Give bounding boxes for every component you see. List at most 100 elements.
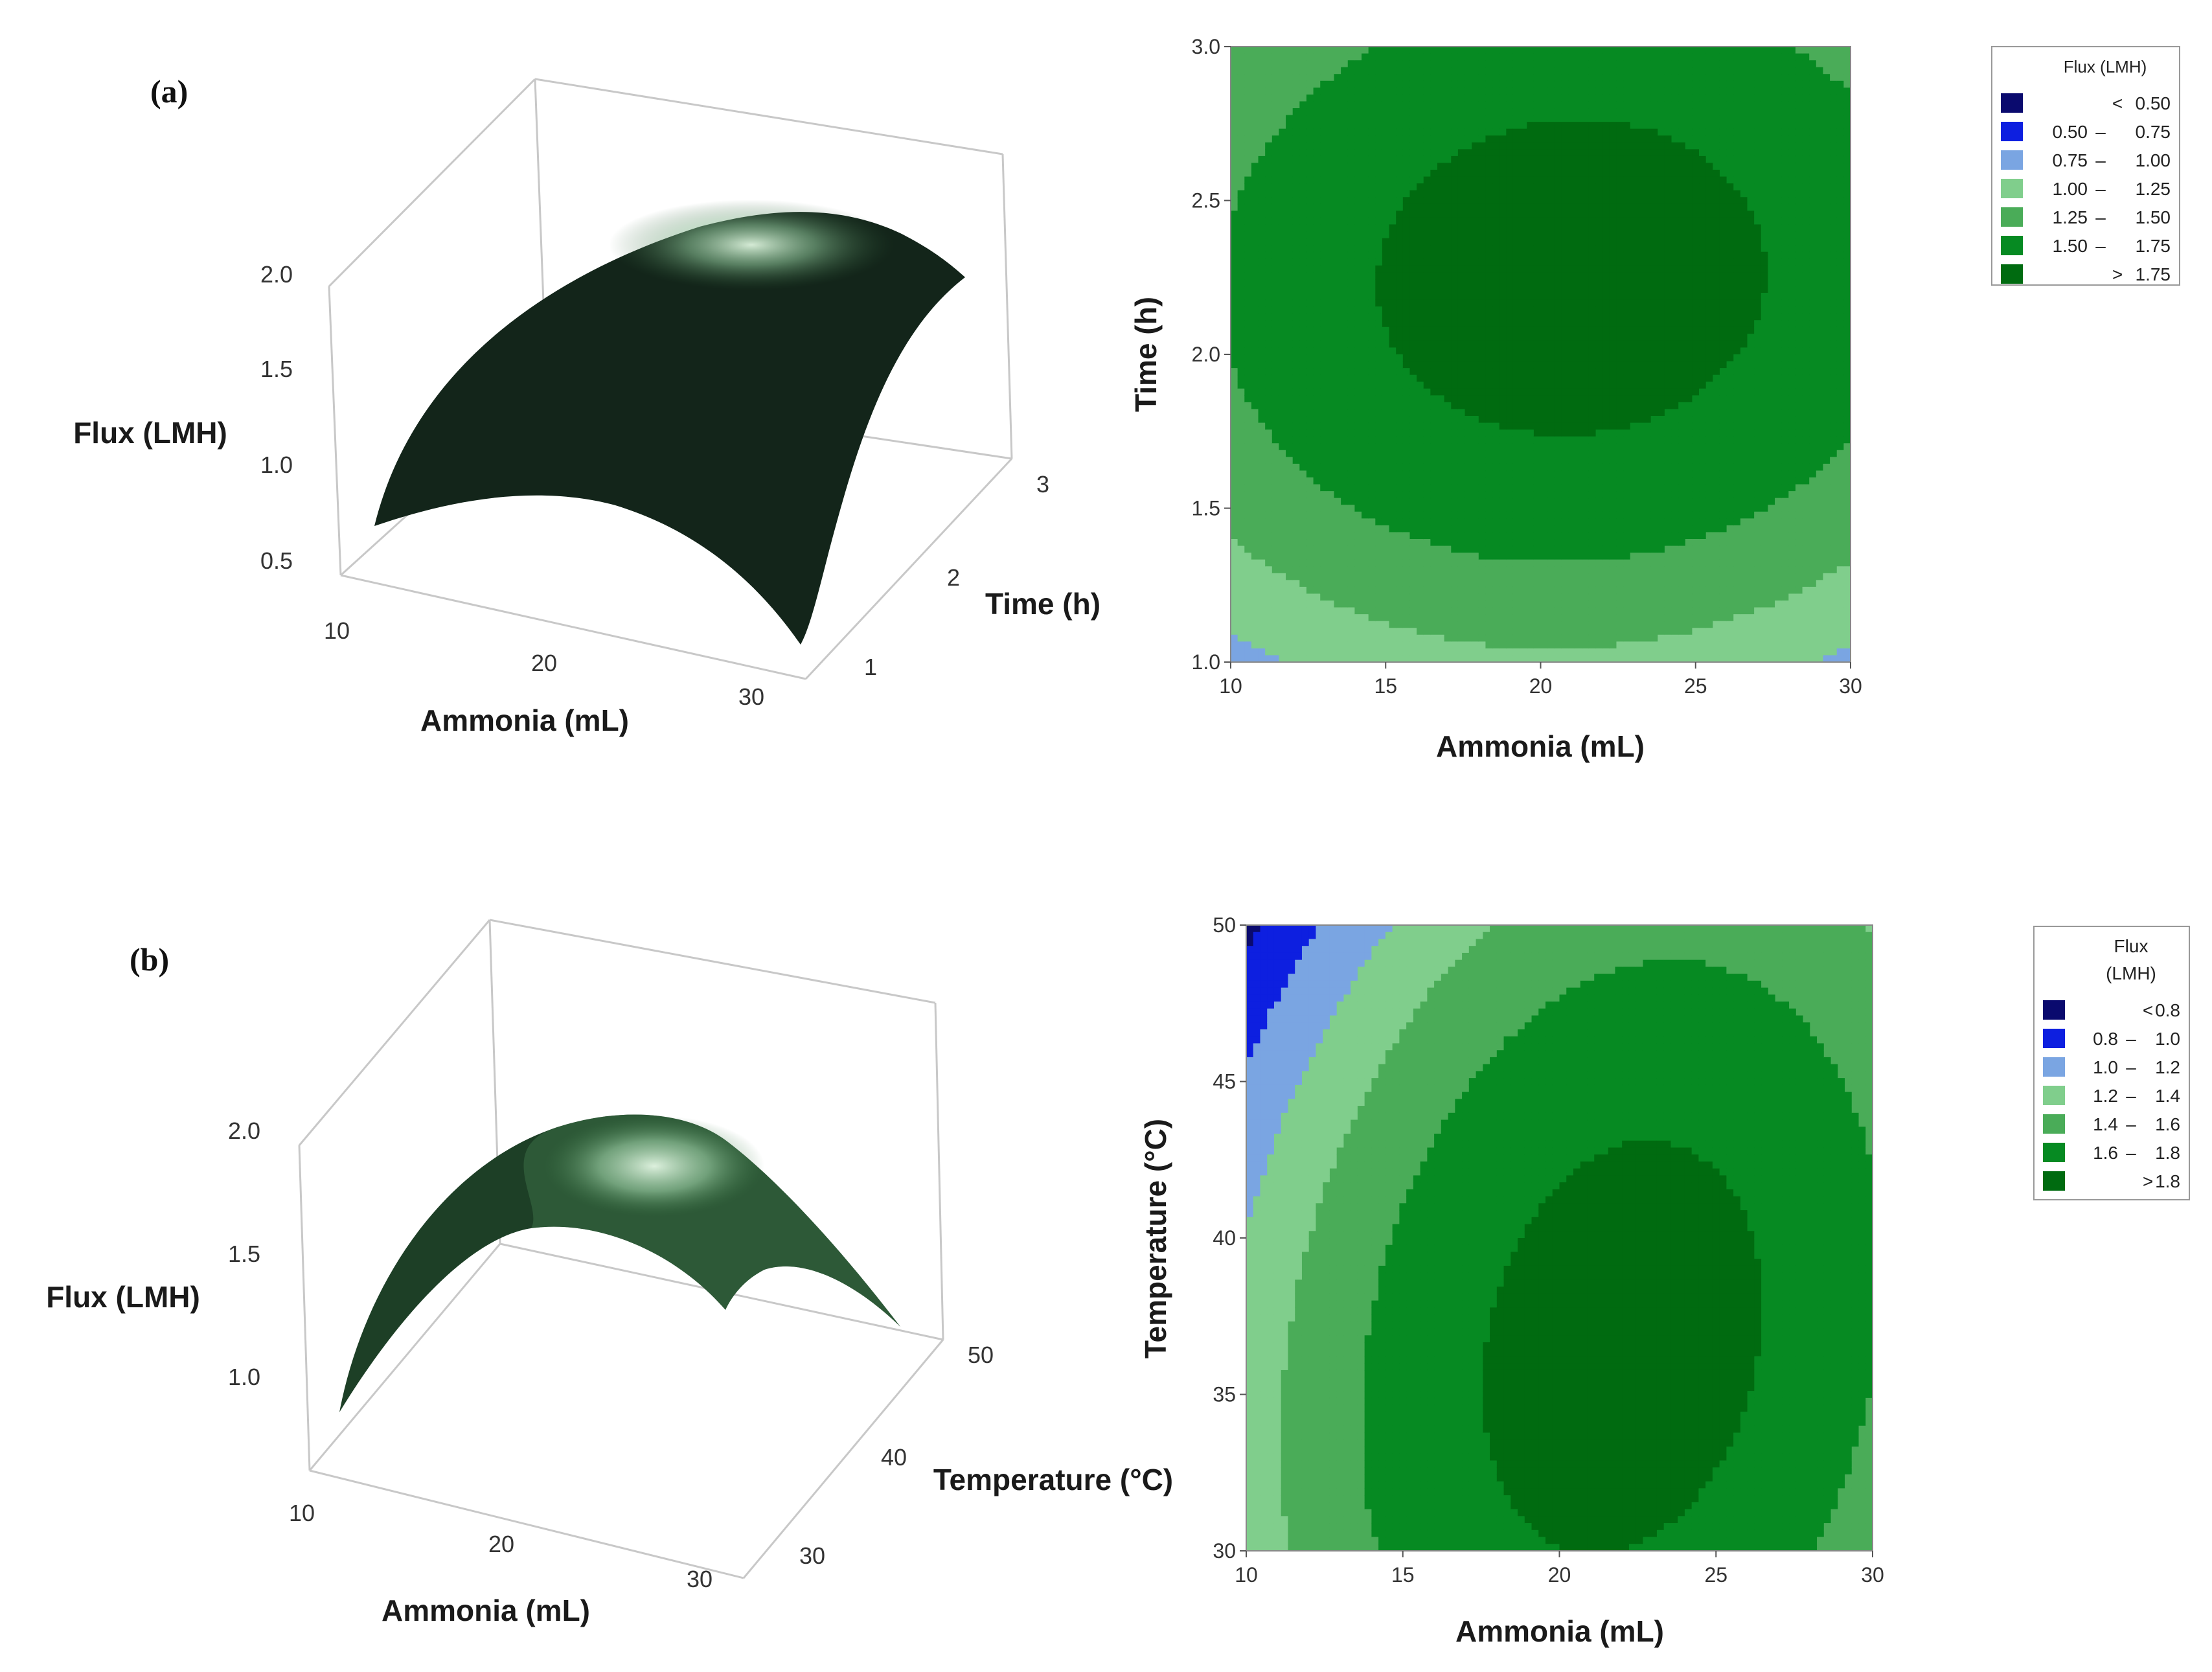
contour-cell (1320, 272, 1328, 280)
contour-cell (1465, 470, 1472, 478)
contour-cell (1271, 607, 1280, 615)
contour-cell (1382, 580, 1390, 588)
contour-cell (1237, 47, 1245, 54)
contour-cell (1299, 176, 1307, 184)
contour-cell (1354, 498, 1362, 505)
contour-cell (1540, 614, 1548, 622)
contour-cell (1437, 614, 1445, 622)
contour-cell (1354, 628, 1362, 636)
contour-cell (1423, 211, 1431, 218)
contour-cell (1368, 340, 1376, 349)
contour-cell (1561, 203, 1569, 211)
contour-cell (1279, 53, 1286, 61)
contour-cell (1265, 580, 1273, 588)
contour-cell (1472, 128, 1479, 136)
contour-cell (1244, 60, 1252, 68)
contour-cell (1320, 122, 1328, 130)
contour-cell (1520, 245, 1527, 253)
contour-cell (1492, 395, 1500, 403)
contour-cell (1347, 279, 1355, 287)
contour-cell (1389, 238, 1397, 246)
contour-cell (1478, 94, 1487, 102)
contour-cell (1554, 532, 1562, 540)
contour-cell (1292, 484, 1300, 492)
contour-cell (1341, 238, 1349, 246)
contour-cell (1354, 450, 1362, 457)
contour-cell (1533, 429, 1542, 437)
contour-cell (1347, 545, 1355, 553)
contour-cell (1299, 101, 1307, 109)
contour-cell (1568, 566, 1576, 574)
contour-cell (1451, 354, 1459, 362)
contour-cell (1417, 368, 1424, 376)
contour-cell (1492, 409, 1500, 417)
contour-cell (1327, 87, 1335, 95)
contour-cell (1430, 224, 1438, 232)
contour-cell (1561, 217, 1569, 225)
contour-cell (1362, 313, 1369, 321)
contour-cell (1334, 402, 1341, 410)
contour-cell (1382, 313, 1390, 321)
contour-cell (1568, 115, 1576, 122)
contour-cell (1231, 436, 1238, 444)
contour-cell (1265, 272, 1273, 280)
contour-cell (1237, 477, 1245, 485)
contour-cell (1492, 382, 1500, 389)
contour-cell (1409, 238, 1417, 246)
contour-cell (1347, 470, 1355, 478)
contour-cell (1341, 477, 1349, 485)
contour-cell (1465, 532, 1472, 540)
surface-a-z-tick: 1.0 (260, 452, 293, 478)
contour-cell (1533, 388, 1542, 396)
contour-cell (1554, 340, 1562, 349)
contour-cell (1540, 299, 1548, 307)
contour-cell (1362, 258, 1369, 266)
contour-cell (1595, 60, 1603, 68)
contour-cell (1417, 553, 1424, 560)
contour-cell (1512, 224, 1521, 232)
contour-cell (1457, 573, 1466, 580)
contour-cell (1244, 450, 1252, 457)
contour-cell (1423, 67, 1431, 74)
contour-cell (1237, 155, 1245, 164)
contour-cell (1368, 176, 1376, 184)
contour-cell (1512, 94, 1521, 102)
contour-cell (1258, 601, 1266, 608)
contour-cell (1417, 382, 1424, 389)
contour-cell (1602, 532, 1610, 540)
contour-cell (1533, 108, 1542, 116)
contour-cell (1472, 641, 1479, 649)
contour-cell (1582, 53, 1590, 61)
contour-cell (1492, 450, 1500, 457)
contour-cell (1499, 545, 1507, 553)
contour-cell (1465, 655, 1472, 662)
contour-cell (1279, 347, 1286, 355)
contour-cell (1499, 593, 1507, 601)
contour-cell (1341, 436, 1349, 444)
contour-cell (1334, 197, 1341, 205)
contour-cell (1362, 53, 1369, 61)
contour-cell (1609, 74, 1617, 82)
contour-cell (1320, 293, 1328, 301)
contour-cell (1595, 382, 1603, 389)
contour-cell (1306, 409, 1314, 417)
contour-cell (1409, 108, 1417, 116)
contour-cell (1423, 601, 1431, 608)
contour-cell (1568, 183, 1576, 191)
contour-cell (1389, 566, 1397, 574)
contour-cell (1547, 170, 1555, 178)
contour-cell (1588, 628, 1597, 636)
contour-cell (1595, 293, 1603, 301)
contour-cell (1396, 217, 1404, 225)
contour-cell (1396, 361, 1404, 369)
contour-cell (1540, 155, 1548, 164)
contour-cell (1231, 518, 1238, 526)
contour-cell (1512, 190, 1521, 198)
contour-cell (1512, 518, 1521, 526)
contour-cell (1334, 382, 1341, 389)
contour-cell (1457, 368, 1466, 376)
contour-cell (1320, 436, 1328, 444)
contour-cell (1389, 586, 1397, 595)
contour-cell (1382, 388, 1390, 396)
contour-cell (1271, 429, 1280, 437)
